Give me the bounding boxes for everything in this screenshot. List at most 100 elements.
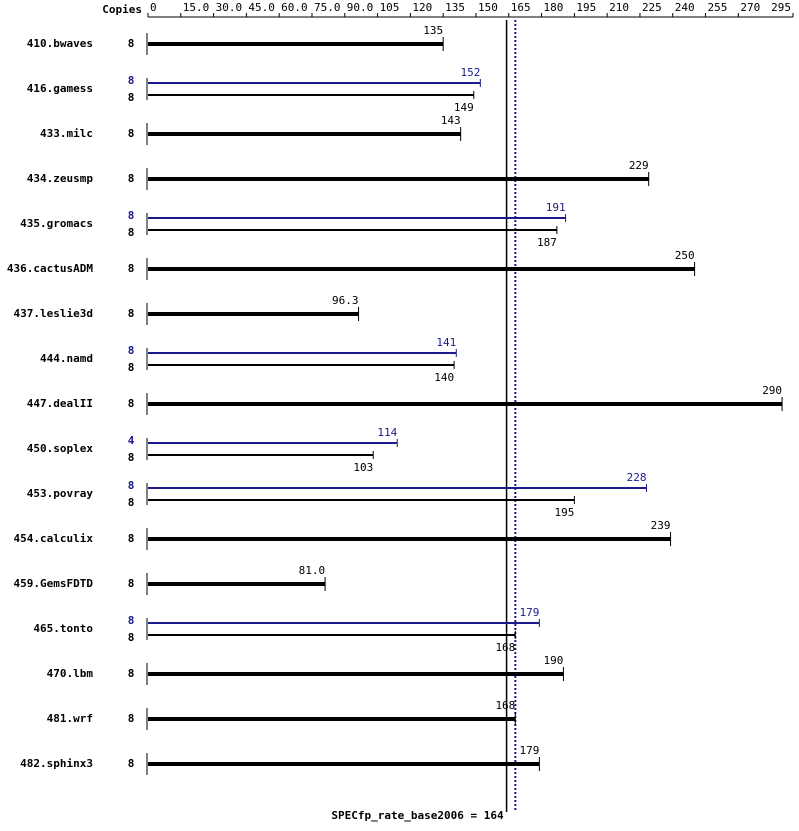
- value-label: 179: [519, 744, 539, 757]
- copies-header: Copies: [102, 3, 142, 16]
- value-label: 152: [460, 66, 480, 79]
- x-tick-label: 30.0: [216, 1, 243, 14]
- copies: 8: [128, 577, 135, 590]
- copies: 8: [128, 226, 135, 239]
- value-label: 179: [519, 606, 539, 619]
- benchmark-label: 453.povray: [27, 487, 94, 500]
- bar: [148, 442, 398, 444]
- copies: 8: [128, 631, 135, 644]
- value-label: 141: [436, 336, 456, 349]
- bar: [148, 94, 474, 96]
- x-tick-label: 225: [642, 1, 662, 14]
- value-label: 96.3: [332, 294, 359, 307]
- bar: [148, 454, 374, 456]
- bar: [148, 132, 461, 136]
- value-label: 143: [441, 114, 461, 127]
- x-tick-label: 255: [708, 1, 728, 14]
- benchmark-label: 444.namd: [40, 352, 93, 365]
- bar: [148, 312, 359, 316]
- x-tick-label: 150: [478, 1, 498, 14]
- copies: 8: [128, 451, 135, 464]
- copies: 8: [128, 37, 135, 50]
- benchmark-label: 450.soplex: [27, 442, 94, 455]
- copies: 8: [128, 209, 135, 222]
- value-label: 168: [495, 699, 515, 712]
- bar: [148, 499, 575, 501]
- x-tick-label: 240: [675, 1, 695, 14]
- bar: [148, 229, 557, 231]
- copies: 8: [128, 496, 135, 509]
- benchmark-label: 416.gamess: [27, 82, 93, 95]
- copies: 8: [128, 91, 135, 104]
- x-tick-label: 15.0: [183, 1, 210, 14]
- copies: 8: [128, 344, 135, 357]
- x-tick-label: 135: [445, 1, 465, 14]
- x-tick-label: 75.0: [314, 1, 341, 14]
- bar: [148, 267, 695, 271]
- bar: [148, 622, 540, 624]
- benchmark-label: 465.tonto: [33, 622, 93, 635]
- reference-label: SPECfp_rate_base2006 = 164: [331, 809, 504, 822]
- x-tick-label: 105: [380, 1, 400, 14]
- value-label: 229: [629, 159, 649, 172]
- value-label: 140: [434, 371, 454, 384]
- x-tick-label: 295: [771, 1, 791, 14]
- copies: 8: [128, 307, 135, 320]
- bar: [148, 177, 649, 181]
- x-tick-label: 0: [150, 1, 157, 14]
- value-label: 114: [377, 426, 397, 439]
- x-tick-label: 90.0: [347, 1, 374, 14]
- bar: [148, 634, 516, 636]
- copies: 8: [128, 614, 135, 627]
- value-label: 195: [554, 506, 574, 519]
- benchmark-label: 470.lbm: [47, 667, 94, 680]
- benchmark-label: 454.calculix: [14, 532, 94, 545]
- benchmark-label: 482.sphinx3: [20, 757, 93, 770]
- copies: 8: [128, 127, 135, 140]
- benchmark-label: 435.gromacs: [20, 217, 93, 230]
- copies: 8: [128, 479, 135, 492]
- x-tick-label: 45.0: [248, 1, 275, 14]
- value-label: 103: [353, 461, 373, 474]
- bar: [148, 672, 564, 676]
- copies: 8: [128, 172, 135, 185]
- copies: 8: [128, 667, 135, 680]
- bar: [148, 537, 671, 541]
- bar: [148, 762, 540, 766]
- bar: [148, 717, 516, 721]
- bar: [148, 42, 444, 46]
- x-tick-label: 180: [544, 1, 564, 14]
- x-tick-label: 165: [511, 1, 531, 14]
- copies: 8: [128, 262, 135, 275]
- benchmark-label: 436.cactusADM: [7, 262, 93, 275]
- x-tick-label: 270: [740, 1, 760, 14]
- x-tick-label: 210: [609, 1, 629, 14]
- value-label: 149: [454, 101, 474, 114]
- value-label: 250: [675, 249, 695, 262]
- benchmark-label: 437.leslie3d: [14, 307, 93, 320]
- copies: 8: [128, 757, 135, 770]
- bar: [148, 487, 647, 489]
- benchmark-label: 481.wrf: [47, 712, 93, 725]
- bar: [148, 352, 457, 354]
- benchmark-label: 410.bwaves: [27, 37, 93, 50]
- bar: [148, 217, 566, 219]
- copies: 8: [128, 74, 135, 87]
- copies: 8: [128, 361, 135, 374]
- copies: 4: [128, 434, 135, 447]
- bar: [148, 402, 783, 406]
- copies: 8: [128, 532, 135, 545]
- bar: [148, 82, 481, 84]
- value-label: 187: [537, 236, 557, 249]
- value-label: 190: [544, 654, 564, 667]
- value-label: 290: [762, 384, 782, 397]
- copies: 8: [128, 397, 135, 410]
- benchmark-label: 434.zeusmp: [27, 172, 94, 185]
- copies: 8: [128, 712, 135, 725]
- value-label: 228: [627, 471, 647, 484]
- value-label: 191: [546, 201, 566, 214]
- bar: [148, 582, 326, 586]
- benchmark-label: 459.GemsFDTD: [14, 577, 94, 590]
